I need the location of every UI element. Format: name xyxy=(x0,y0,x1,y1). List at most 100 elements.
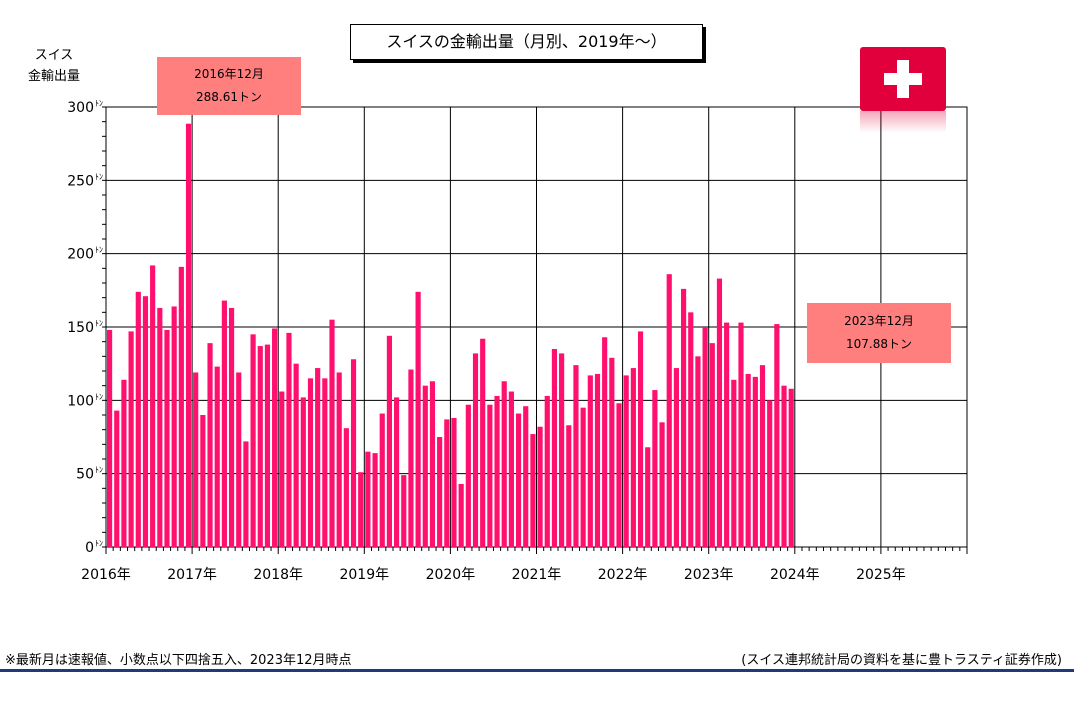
bar xyxy=(236,372,242,547)
x-tick-label: 2023年 xyxy=(684,567,734,583)
bar xyxy=(752,376,758,547)
bar xyxy=(559,353,565,547)
bar xyxy=(508,391,514,547)
bar xyxy=(530,434,536,547)
y-tick-unit: ﾄﾝ xyxy=(95,172,103,181)
y-axis-label: スイス 金輸出量 xyxy=(14,45,94,87)
bar xyxy=(128,331,134,547)
bar xyxy=(315,368,321,547)
bar xyxy=(401,475,407,547)
bar xyxy=(587,375,593,547)
bar xyxy=(623,375,629,547)
bar xyxy=(788,388,794,547)
source-note: (スイス連邦統計局の資料を基に豊トラスティ証券作成) xyxy=(741,653,1062,668)
x-tick-label: 2025年 xyxy=(856,567,906,583)
bar xyxy=(121,379,127,547)
y-tick-unit: ﾄﾝ xyxy=(95,466,103,475)
bar xyxy=(243,441,249,547)
y-tick-label: 50 xyxy=(76,467,94,483)
bar xyxy=(709,343,715,547)
bar xyxy=(372,453,378,547)
bar xyxy=(444,419,450,547)
bar xyxy=(666,274,672,547)
bar xyxy=(157,307,163,547)
bar xyxy=(609,357,615,547)
bar xyxy=(681,288,687,547)
bar xyxy=(767,400,773,547)
bar xyxy=(300,397,306,547)
bar xyxy=(580,407,586,547)
bar xyxy=(594,373,601,547)
bar xyxy=(437,437,443,547)
bar xyxy=(114,410,120,547)
bar xyxy=(422,385,428,547)
bar xyxy=(724,322,730,547)
bar xyxy=(408,369,414,547)
bar xyxy=(716,278,723,547)
bar xyxy=(645,447,651,547)
chart-bars xyxy=(107,123,794,548)
chart-title: スイスの金輸出量（月別、2019年～） xyxy=(350,24,703,60)
bar xyxy=(394,397,400,547)
bar xyxy=(164,329,170,547)
chart-grid xyxy=(105,106,968,548)
bar xyxy=(566,425,572,547)
footnote: ※最新月は速報値、小数点以下四捨五入、2023年12月時点 xyxy=(5,653,352,668)
x-tick-label: 2017年 xyxy=(167,567,217,583)
bar xyxy=(185,123,192,548)
latest-callout-value: 107.88トン xyxy=(846,337,912,351)
y-tick-unit: ﾄﾝ xyxy=(95,392,103,401)
y-axis-label-line1: スイス xyxy=(34,48,74,63)
y-axis-label-line2: 金輸出量 xyxy=(27,69,80,84)
bar xyxy=(451,417,457,547)
bar xyxy=(415,291,421,547)
peak-callout-date: 2016年12月 xyxy=(194,67,264,81)
bar xyxy=(178,266,184,547)
bar xyxy=(142,296,149,547)
bar xyxy=(487,404,493,547)
bar xyxy=(286,332,292,547)
bar xyxy=(264,344,271,547)
bottom-rule xyxy=(0,669,1074,672)
bar xyxy=(731,379,737,547)
bar xyxy=(221,300,227,547)
bar xyxy=(515,413,522,547)
y-tick-label: 300 xyxy=(67,100,94,116)
peak-callout-value: 288.61トン xyxy=(196,90,262,104)
x-tick-label: 2024年 xyxy=(770,567,820,583)
bar xyxy=(429,381,436,547)
bar xyxy=(171,306,177,547)
x-tick-label: 2020年 xyxy=(426,567,476,583)
bar xyxy=(673,368,679,547)
bar xyxy=(774,324,780,547)
swiss-flag-reflection xyxy=(860,111,946,133)
y-tick-label: 0 xyxy=(85,540,94,556)
bar xyxy=(472,353,479,547)
x-tick-label: 2019年 xyxy=(339,567,389,583)
bar xyxy=(695,356,701,547)
bar xyxy=(107,329,113,547)
bar xyxy=(200,415,206,547)
bar xyxy=(573,365,579,547)
bar xyxy=(257,346,263,547)
x-tick-label: 2016年 xyxy=(81,567,131,583)
bar xyxy=(544,395,550,547)
latest-callout-date: 2023年12月 xyxy=(844,314,914,328)
x-tick-label: 2022年 xyxy=(598,567,648,583)
bar xyxy=(358,472,364,547)
bar xyxy=(228,307,235,547)
y-tick-unit: ﾄﾝ xyxy=(95,319,103,328)
bar xyxy=(343,428,349,547)
bar xyxy=(523,406,529,547)
bar xyxy=(350,359,357,547)
bar xyxy=(465,404,471,547)
bar xyxy=(150,265,156,547)
bar xyxy=(336,372,342,547)
y-tick-unit: ﾄﾝ xyxy=(95,99,103,108)
bar xyxy=(214,366,220,547)
bar xyxy=(458,483,464,547)
y-tick-label: 250 xyxy=(67,173,94,189)
y-tick-label: 150 xyxy=(67,320,94,336)
